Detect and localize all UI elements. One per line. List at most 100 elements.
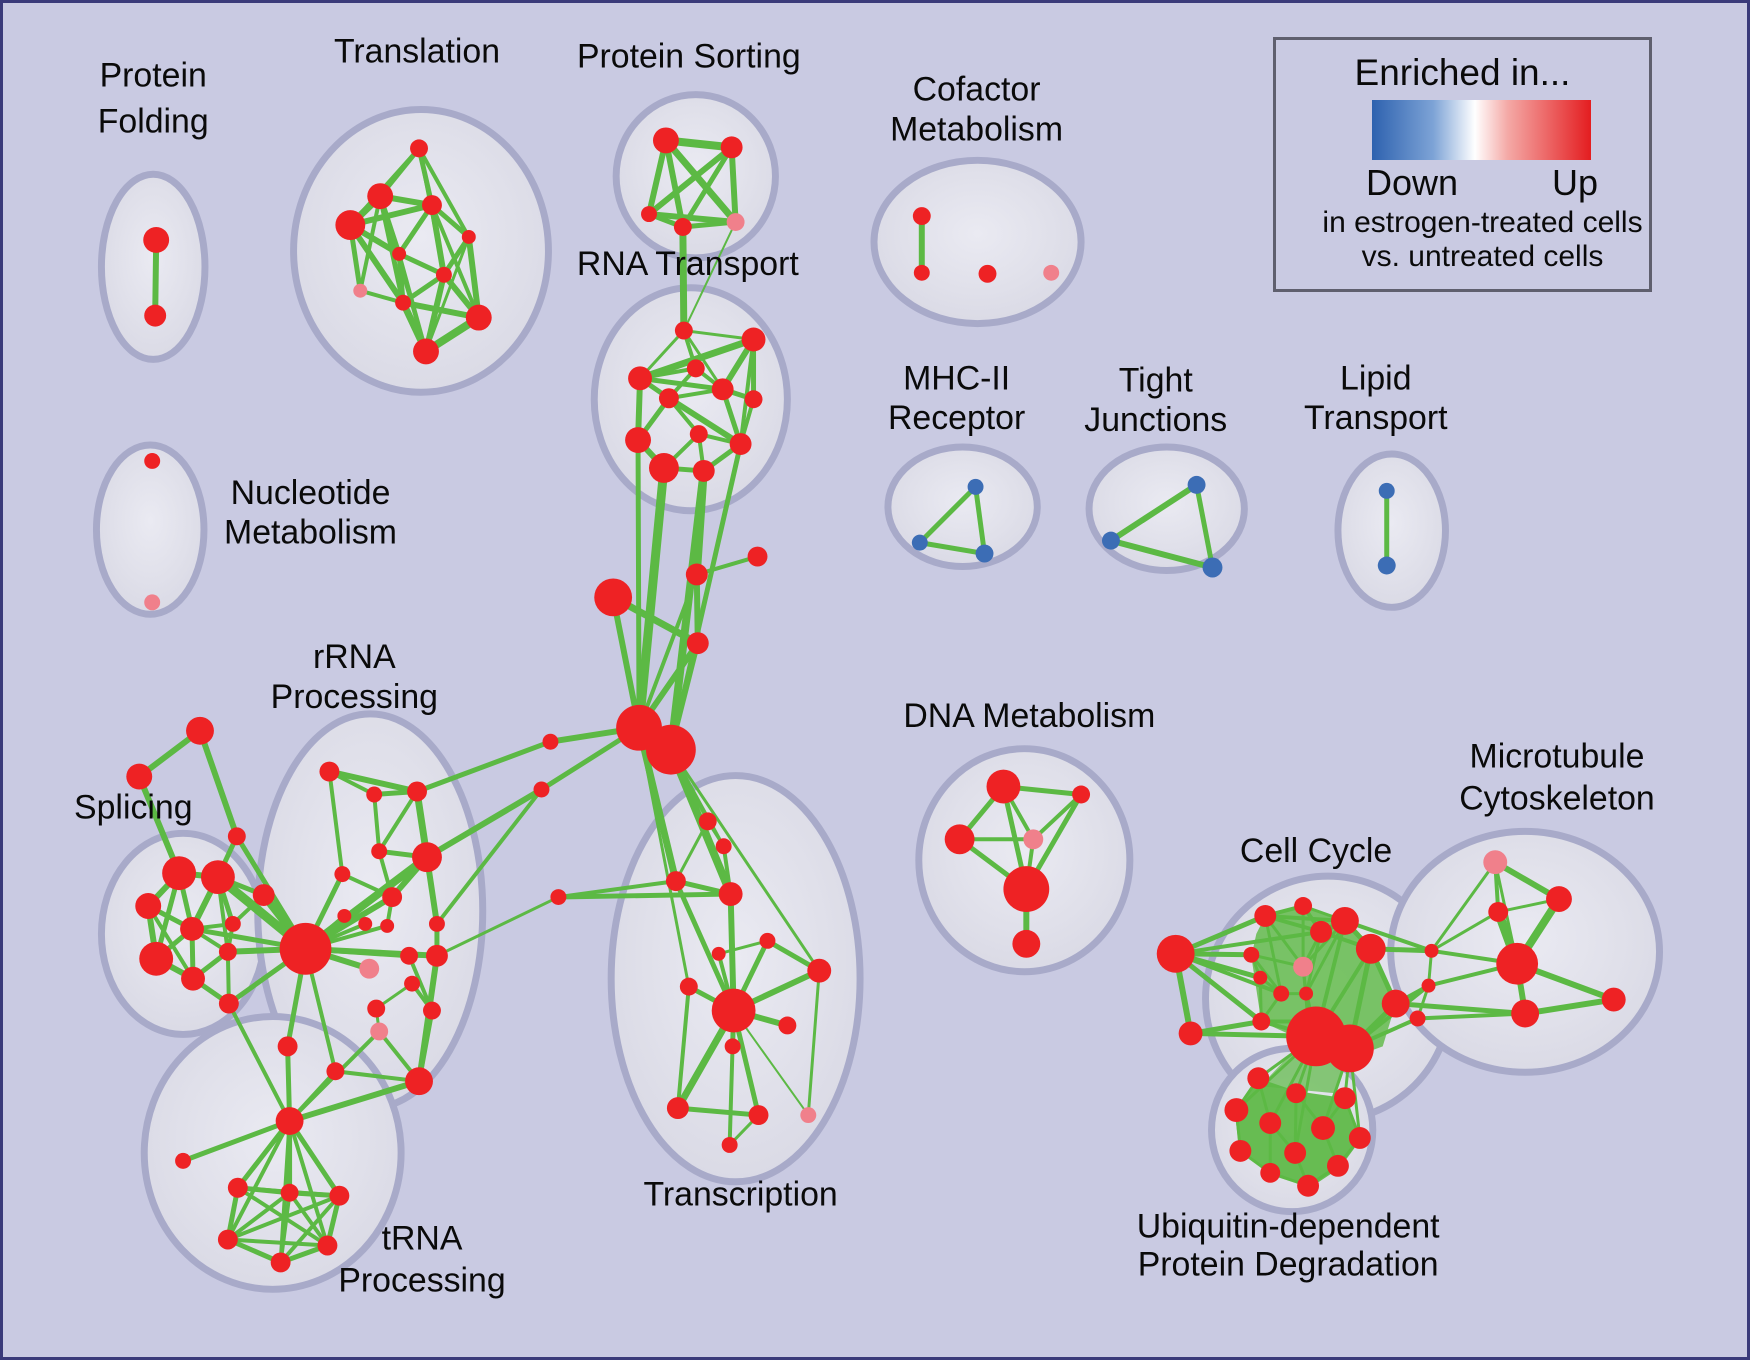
- network-node-X4: [550, 889, 567, 906]
- network-node-T6: [435, 266, 452, 283]
- network-edge: [377, 789, 420, 854]
- network-edge: [669, 748, 821, 973]
- network-node-D5: [1012, 929, 1041, 958]
- network-node-MH1: [911, 534, 928, 551]
- network-node-LT1: [1377, 556, 1396, 575]
- network-node-N2: [407, 781, 427, 802]
- network-node-B2: [370, 1022, 389, 1041]
- network-node-PS0: [652, 127, 679, 154]
- network-edge: [226, 1001, 292, 1124]
- cluster-labels-layer: Protein Folding Translation Protein Sorting…: [74, 33, 1655, 1300]
- network-node-L1: [533, 781, 550, 798]
- translation-label: Translation: [334, 33, 500, 71]
- network-node-C0: [912, 207, 931, 226]
- network-node-R10: [649, 453, 679, 483]
- network-node-B6: [277, 1036, 298, 1057]
- network-edge: [674, 819, 710, 883]
- network-node-CC3: [1294, 897, 1313, 915]
- network-node-X14: [800, 1107, 817, 1124]
- network-node-UB10: [1260, 1162, 1281, 1183]
- network-node-X6: [711, 946, 726, 961]
- lipid-transport-ellipse: [1334, 450, 1449, 611]
- network-node-N3: [371, 843, 388, 860]
- network-edge: [679, 223, 688, 335]
- network-node-PF0: [143, 227, 170, 253]
- network-node-S6: [181, 966, 205, 991]
- network-edge: [400, 272, 447, 306]
- network-edge: [225, 1119, 292, 1242]
- network-node-X3: [718, 882, 743, 906]
- cell-cycle-label: Cell Cycle: [1240, 832, 1392, 870]
- network-edge: [1263, 914, 1283, 996]
- network-node-B3: [404, 975, 421, 992]
- network-node-T9: [465, 304, 492, 331]
- network-node-PF1: [144, 304, 167, 327]
- network-node-MT3: [1496, 942, 1539, 985]
- network-edge: [287, 1190, 330, 1248]
- network-edge: [646, 144, 735, 218]
- network-node-N11: [359, 958, 380, 979]
- network-node-T8: [395, 294, 412, 311]
- legend-down-label: Down: [1366, 162, 1459, 203]
- microtubule-cytoskeleton-label: Microtubule Cytoskeleton: [1459, 738, 1655, 818]
- network-node-MT4: [1511, 999, 1540, 1028]
- legend-caption-line1: in estrogen-treated cells: [1322, 206, 1643, 239]
- network-edge: [225, 1190, 292, 1242]
- network-node-TJ2: [1202, 557, 1223, 578]
- network-node-S3: [180, 916, 204, 941]
- network-node-B5: [326, 1062, 345, 1081]
- network-node-UB4: [1259, 1112, 1282, 1134]
- network-node-M1: [747, 546, 768, 567]
- network-node-T10: [413, 338, 439, 365]
- network-edge: [326, 768, 421, 795]
- network-edge: [738, 337, 756, 447]
- network-node-CC12: [1252, 1012, 1271, 1031]
- network-edge: [428, 202, 447, 278]
- network-edge: [1430, 860, 1497, 953]
- network-node-T7: [353, 283, 368, 298]
- network-node-CC6: [1355, 933, 1386, 964]
- network-edge: [1393, 1001, 1528, 1017]
- network-node-UB9: [1326, 1154, 1349, 1177]
- network-node-TRI2: [227, 827, 246, 846]
- network-node-CC15: [1326, 1024, 1374, 1073]
- network-edge: [287, 1119, 330, 1248]
- network-edge: [235, 1118, 293, 1191]
- color-legend: Enriched in... Down Up in estrogen-treat…: [1273, 37, 1652, 292]
- network-node-M3: [686, 632, 709, 655]
- nucleotide-metabolism-label: Nucleotide Metabolism: [224, 474, 397, 552]
- legend-caption-line2: vs. untreated cells: [1361, 240, 1604, 273]
- legend-color-gradient-bar: [1372, 100, 1591, 160]
- network-node-D3: [1023, 829, 1044, 850]
- network-edge: [225, 1193, 342, 1242]
- network-node-R7: [689, 425, 708, 444]
- network-node-X8: [679, 977, 698, 996]
- network-edge: [1194, 482, 1215, 570]
- network-edge: [286, 1078, 423, 1125]
- network-node-N1: [366, 786, 383, 803]
- network-nodes-layer: [126, 127, 1626, 1273]
- network-edge: [662, 137, 686, 230]
- transcription-label: Transcription: [643, 1176, 837, 1214]
- network-node-X12: [666, 1097, 689, 1120]
- network-node-NM0: [144, 453, 161, 469]
- network-node-PS4: [726, 213, 745, 231]
- network-canvas: Protein Folding Translation Protein Sorting…: [74, 33, 1664, 1300]
- network-edge: [327, 769, 345, 877]
- cofactor-metabolism-label: Cofactor Metabolism: [890, 71, 1063, 149]
- network-node-D1: [1072, 785, 1091, 804]
- network-edge: [646, 211, 739, 226]
- network-node-R8: [625, 427, 651, 454]
- protein-folding-label: Protein Folding: [98, 57, 209, 141]
- network-node-UB3: [1224, 1098, 1249, 1123]
- network-edge: [146, 904, 196, 981]
- network-node-N5: [334, 866, 351, 883]
- network-edge: [973, 484, 988, 557]
- network-node-X13: [748, 1105, 769, 1126]
- network-node-B7: [175, 1152, 192, 1169]
- network-node-D4: [1003, 866, 1050, 912]
- network-node-S7: [218, 942, 237, 961]
- network-node-UB6: [1348, 1127, 1371, 1149]
- network-node-X15: [721, 1136, 738, 1153]
